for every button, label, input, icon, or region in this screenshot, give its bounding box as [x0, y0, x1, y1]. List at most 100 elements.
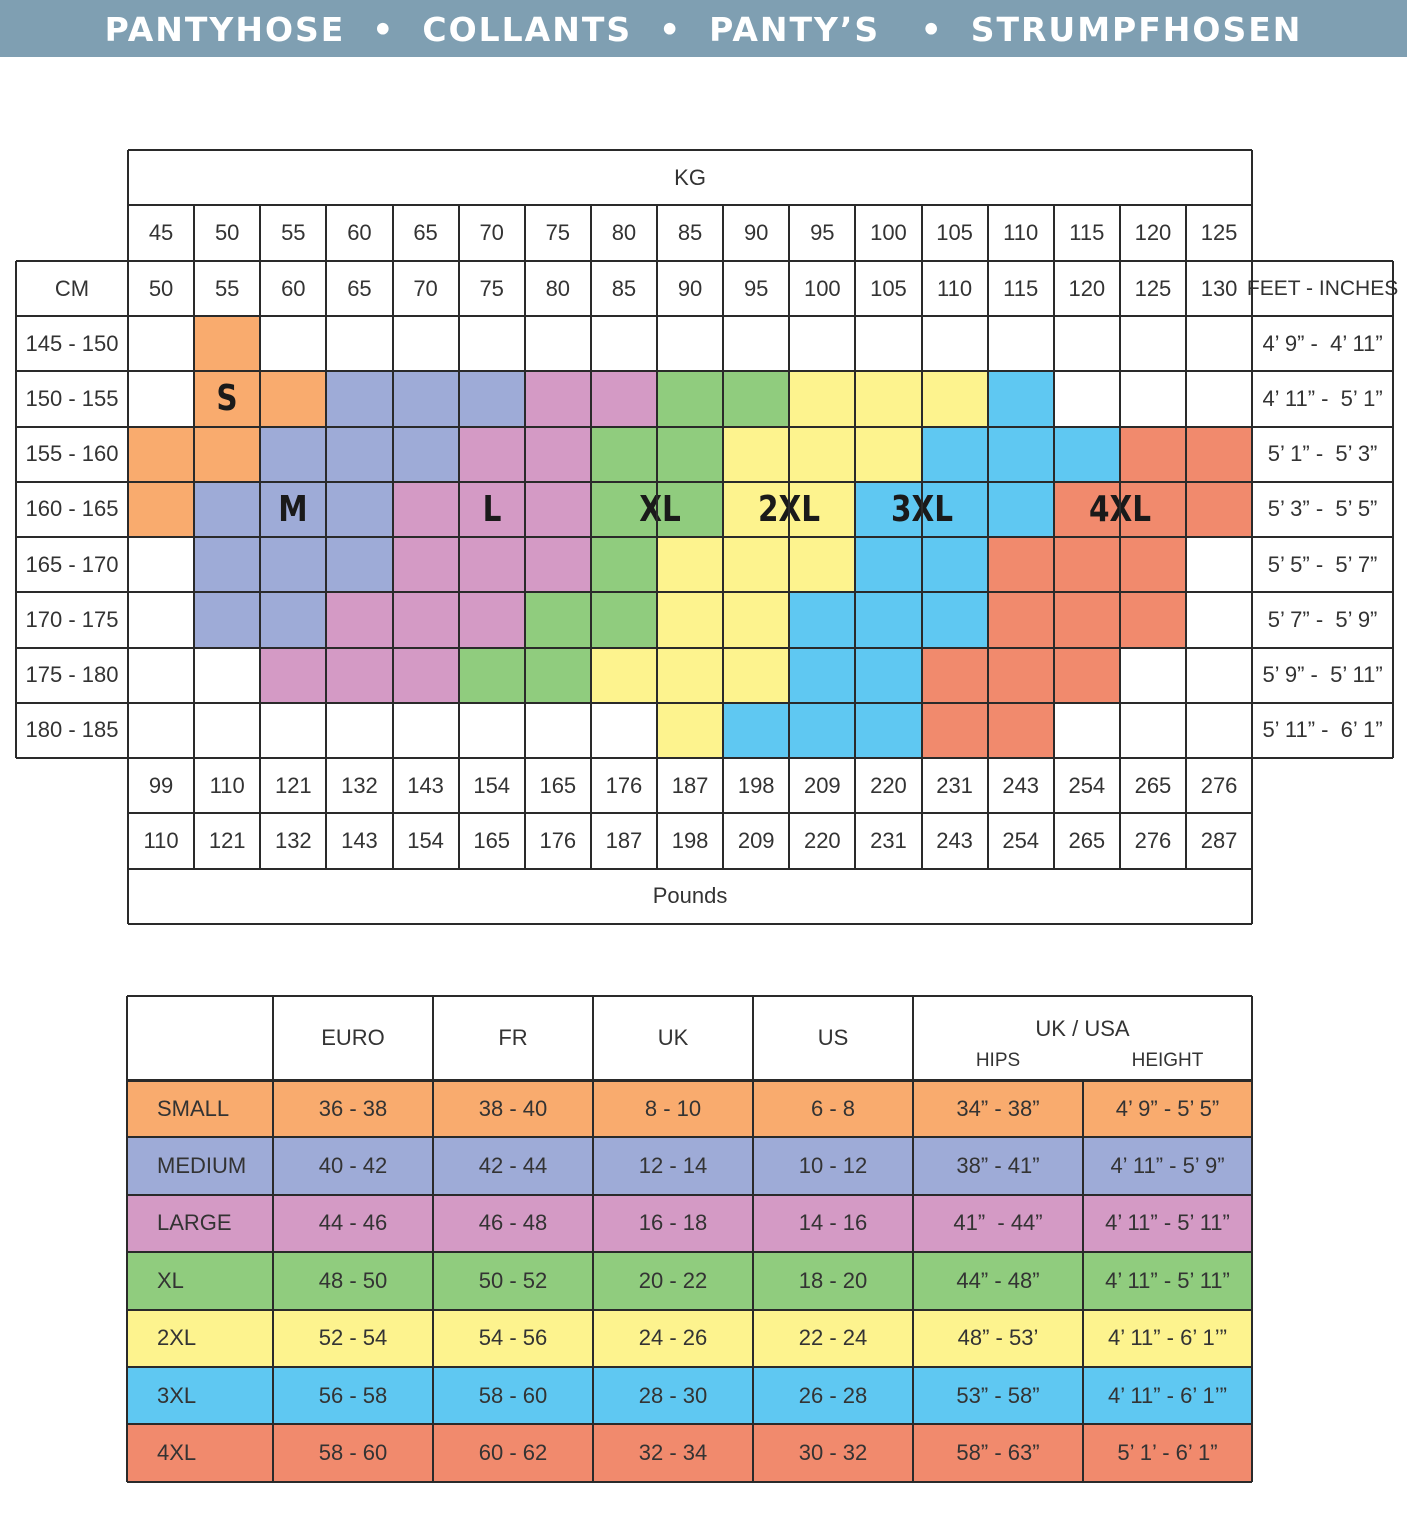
lb-to-label: 143 — [341, 827, 378, 853]
grid-line — [1052, 205, 1055, 869]
kg-from-label: 110 — [1003, 220, 1039, 245]
grid-line — [16, 536, 1393, 538]
lb-from-label: 220 — [870, 772, 907, 798]
lb-to-label: 176 — [539, 827, 577, 853]
size-cell-2xl — [723, 592, 790, 648]
size-cell-m — [260, 426, 327, 483]
size-cell-l — [524, 371, 592, 427]
cell-uk: 8 - 10 — [644, 1095, 702, 1121]
size-cell-l — [524, 537, 592, 593]
size-cell-2xl — [657, 647, 724, 704]
grid-line — [128, 922, 1253, 925]
cell-us: 14 - 16 — [798, 1210, 868, 1236]
cell-hips: 38” - 41” — [956, 1153, 1040, 1179]
size-cell-4xl — [1053, 481, 1121, 538]
lb-to-label: 165 — [473, 827, 511, 853]
cell-uk: 24 - 26 — [638, 1325, 708, 1351]
feet-row-label: 5’ 5” - 5’ 7” — [1267, 551, 1378, 577]
size-cell-xl — [590, 426, 658, 483]
cell-uk: 12 - 14 — [638, 1153, 708, 1179]
size-cell-2xl — [855, 371, 922, 427]
size-cell-3xl — [789, 702, 856, 759]
cell-hips: 48” - 53’ — [957, 1325, 1039, 1351]
pounds-axis-title: Pounds — [652, 883, 728, 909]
grid-line — [193, 205, 196, 869]
size-cell-3xl — [855, 702, 922, 759]
size-cell-l — [392, 481, 460, 538]
size-cell-m — [326, 371, 393, 427]
cell-hips: 44” - 48” — [956, 1267, 1040, 1293]
kg-to-label: 55 — [214, 275, 240, 301]
size-cell-4xl — [987, 537, 1055, 593]
lb-to-label: 231 — [870, 827, 907, 853]
size-cell-m — [392, 371, 460, 427]
feet-row-label: 5’ 7” - 5’ 9” — [1267, 606, 1378, 632]
kg-to-label: 115 — [1003, 275, 1039, 301]
size-cell-3xl — [789, 647, 856, 704]
size-cell-4xl — [1186, 481, 1253, 538]
cell-height: 4’ 11” - 5’ 11” — [1105, 1210, 1230, 1236]
cell-size: XL — [157, 1267, 184, 1293]
grid-line — [1392, 261, 1394, 758]
size-cell-l — [392, 592, 460, 648]
size-cell-l — [458, 592, 526, 648]
size-cell-2xl — [789, 371, 856, 427]
cell-size: SMALL — [157, 1095, 230, 1121]
size-cell-m — [326, 426, 393, 483]
size-cell-2xl — [723, 481, 790, 538]
kg-to-label: 60 — [281, 275, 306, 301]
size-cell-s — [194, 371, 261, 427]
size-cell-4xl — [1119, 481, 1187, 538]
grid-line — [259, 205, 262, 869]
kg-to-label: 70 — [413, 275, 438, 301]
lb-from-label: 99 — [148, 772, 174, 798]
grid-line — [1185, 205, 1187, 869]
grid-line — [854, 205, 857, 869]
kg-to-label: 85 — [611, 275, 637, 301]
feet-row-label: 5’ 1” - 5’ 3” — [1267, 441, 1378, 467]
cell-us: 26 - 28 — [798, 1382, 868, 1408]
cell-us: 10 - 12 — [798, 1153, 868, 1179]
lb-to-label: 265 — [1068, 827, 1106, 853]
kg-from-label: 105 — [936, 220, 973, 245]
table-line — [127, 1136, 1252, 1139]
table-line — [127, 1079, 1252, 1082]
table-line — [127, 1251, 1252, 1254]
size-cell-4xl — [1053, 592, 1121, 648]
lb-to-label: 220 — [803, 827, 841, 853]
header-height: HEIGHT — [1131, 1050, 1204, 1071]
kg-from-label: 95 — [810, 220, 835, 245]
grid-line — [16, 480, 1393, 483]
size-cell-m — [326, 481, 393, 538]
header-us: US — [817, 1025, 849, 1050]
lb-to-label: 121 — [208, 827, 246, 853]
table-row — [127, 1080, 1252, 1138]
cell-uk: 16 - 18 — [638, 1210, 708, 1236]
size-cell-m — [260, 481, 327, 538]
table-line — [432, 996, 434, 1482]
lb-from-label: 243 — [1002, 772, 1040, 798]
size-cell-4xl — [1119, 537, 1187, 593]
grid-line — [1251, 150, 1254, 924]
size-cell-2xl — [723, 537, 790, 593]
size-cell-4xl — [1053, 537, 1121, 593]
kg-to-label: 120 — [1068, 275, 1106, 301]
size-cell-s — [128, 481, 195, 538]
cell-hips: 41” - 44” — [953, 1210, 1043, 1236]
grid-line — [788, 205, 791, 869]
size-cell-3xl — [921, 592, 989, 648]
cm-row-label: 150 - 155 — [25, 385, 119, 411]
lb-to-label: 287 — [1200, 827, 1238, 853]
lb-to-label: 243 — [936, 827, 973, 853]
size-cell-m — [260, 537, 327, 593]
size-cell-m — [458, 371, 526, 427]
grid-line — [523, 205, 526, 869]
lb-to-label: 187 — [605, 827, 643, 853]
size-cell-l — [326, 647, 393, 704]
size-cell-3xl — [855, 481, 922, 538]
feet-row-label: 5’ 3” - 5’ 5” — [1267, 496, 1378, 522]
size-cell-l — [458, 481, 526, 538]
cell-height: 4’ 9” - 5’ 5” — [1115, 1095, 1220, 1121]
lb-from-label: 110 — [209, 772, 245, 798]
table-line — [127, 1480, 1252, 1483]
